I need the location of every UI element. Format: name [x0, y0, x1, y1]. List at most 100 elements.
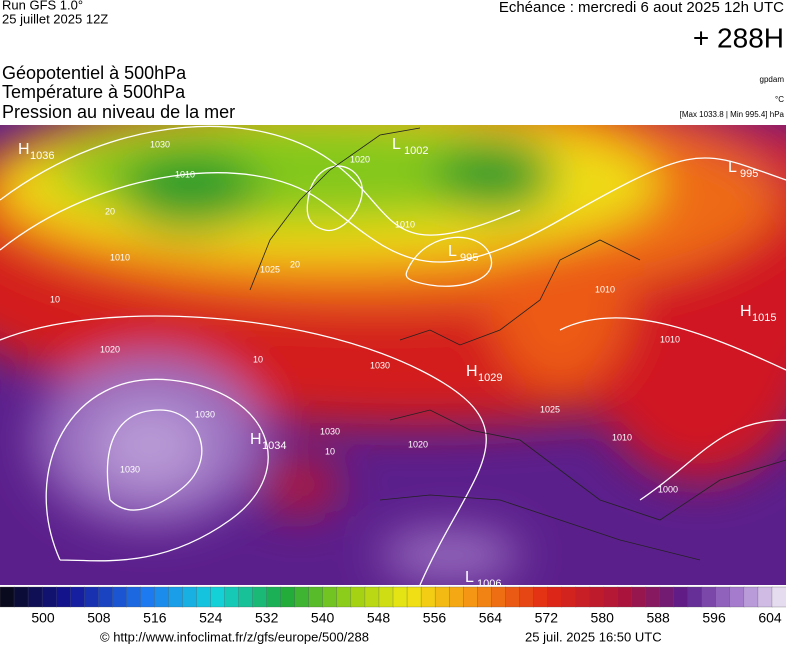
colorbar-swatch [448, 586, 464, 608]
colorbar-swatch [280, 586, 296, 608]
colorbar-label: 548 [367, 610, 391, 626]
colorbar-swatch [336, 586, 352, 608]
colorbar-swatch [771, 586, 786, 608]
contour-label: 20 [290, 259, 300, 269]
colorbar-swatch [533, 586, 549, 608]
colorbar-swatch [434, 586, 450, 608]
colorbar-swatch [13, 586, 29, 608]
run-date: 25 juillet 2025 12Z [2, 11, 108, 26]
isobars [0, 125, 786, 585]
contour-label: 1025 [540, 404, 560, 414]
colorbar-swatch [687, 586, 703, 608]
contour-label: 1030 [150, 139, 170, 149]
colorbar-swatch [350, 586, 366, 608]
contour-label: 20 [105, 206, 115, 216]
pressure-center-letter: H [740, 303, 752, 320]
contour-label: 1010 [175, 169, 195, 179]
colorbar-swatch [70, 586, 85, 608]
colorbar-swatch [154, 586, 170, 608]
pressure-center-letter: H [18, 141, 30, 158]
colorbar-swatch [519, 586, 535, 608]
colorbar-swatch [210, 586, 226, 608]
colorbar-swatch [617, 586, 633, 608]
colorbar-swatch [603, 586, 619, 608]
colorbar-label: 588 [646, 610, 670, 626]
unit: °C [775, 95, 784, 104]
colorbar-swatch [55, 586, 71, 608]
pressure-center-value: 1015 [752, 312, 776, 324]
colorbar-swatch [392, 586, 408, 608]
pressure-center-value: 995 [460, 252, 478, 264]
timestamp: 25 juil. 2025 16:50 UTC [525, 629, 662, 644]
coastlines [249, 127, 786, 561]
colorbar-swatch [98, 586, 113, 608]
colorbar-swatch [420, 586, 436, 608]
colorbar-swatch [729, 586, 745, 608]
pressure-center-value: 1036 [30, 150, 54, 162]
contour-label: 1030 [320, 426, 340, 436]
colorbar-swatch [224, 586, 240, 608]
colorbar-label: 580 [591, 610, 615, 626]
contour-label: 1030 [195, 409, 215, 419]
colorbar-swatch [294, 586, 310, 608]
contour-label: 1020 [350, 154, 370, 164]
colorbar-swatch [491, 586, 506, 608]
contour-label: 1030 [370, 360, 390, 370]
field-name: Température à 500hPa [2, 82, 186, 102]
contour-label: 1010 [612, 432, 632, 442]
colorbar-label: 564 [479, 610, 503, 626]
pressure-center-value: 1002 [404, 145, 428, 157]
colorbar-swatch [701, 586, 717, 608]
colorbar-label: 604 [758, 610, 782, 626]
pressure-center-letter: L [448, 243, 457, 260]
temperature-field [0, 125, 786, 585]
contour-label: 1025 [260, 264, 280, 274]
colorbar-swatch [308, 586, 324, 608]
field-name: Géopotentiel à 500hPa [2, 63, 187, 83]
colorbar-swatch [715, 586, 731, 608]
colorbar-swatch [84, 586, 99, 608]
pressure-center-value: 1034 [262, 440, 286, 452]
colorbar-swatch [252, 586, 268, 608]
colorbar-label: 596 [702, 610, 726, 626]
colorbar-swatch [140, 586, 156, 608]
colorbar-swatch [266, 586, 282, 608]
colorbar-swatch [631, 586, 647, 608]
contour-label: 1010 [110, 252, 130, 262]
pressure-center-letter: L [728, 159, 737, 176]
colorbar-swatch [463, 586, 478, 608]
colorbar-swatch [505, 586, 520, 608]
colorbar-swatch [238, 586, 254, 608]
colorbar-swatch [659, 586, 675, 608]
run-label: Run GFS 1.0° [2, 0, 83, 12]
colorbar-swatch [196, 586, 212, 608]
colorbar-label: 516 [143, 610, 167, 626]
source-url: © http://www.infoclimat.fr/z/gfs/europe/… [100, 629, 369, 644]
colorbar-swatch [477, 586, 492, 608]
contour-label: 1010 [660, 334, 680, 344]
colorbar-swatch [364, 586, 380, 608]
echeance: Echéance : mercredi 6 aout 2025 12h UTC [499, 0, 784, 16]
contour-label: 10 [325, 446, 335, 456]
contour-label: 1020 [408, 439, 428, 449]
colorbar-label: 540 [311, 610, 335, 626]
colorbar-swatch [182, 586, 198, 608]
colorbar-label: 524 [199, 610, 223, 626]
colorbar-swatch [757, 586, 773, 608]
colorbar-swatch [547, 586, 563, 608]
pressure-center-value: 995 [740, 168, 758, 180]
contour-label: 1030 [120, 464, 140, 474]
colorbar: 500 508 516 524 532 540 548 556 564 572 580 588 596 6… [0, 586, 786, 626]
colorbar-swatch [378, 586, 394, 608]
contour-label: 1010 [595, 284, 615, 294]
colorbar-label: 556 [423, 610, 447, 626]
colorbar-label: 500 [31, 610, 55, 626]
contour-label: 10 [50, 294, 60, 304]
contour-label: 1010 [395, 219, 415, 229]
colorbar-label: 508 [87, 610, 111, 626]
unit: gpdam [760, 75, 785, 84]
pressure-center-value: 1029 [478, 372, 502, 384]
colorbar-swatch [27, 586, 43, 608]
pressure-center-letter: H [250, 431, 262, 448]
